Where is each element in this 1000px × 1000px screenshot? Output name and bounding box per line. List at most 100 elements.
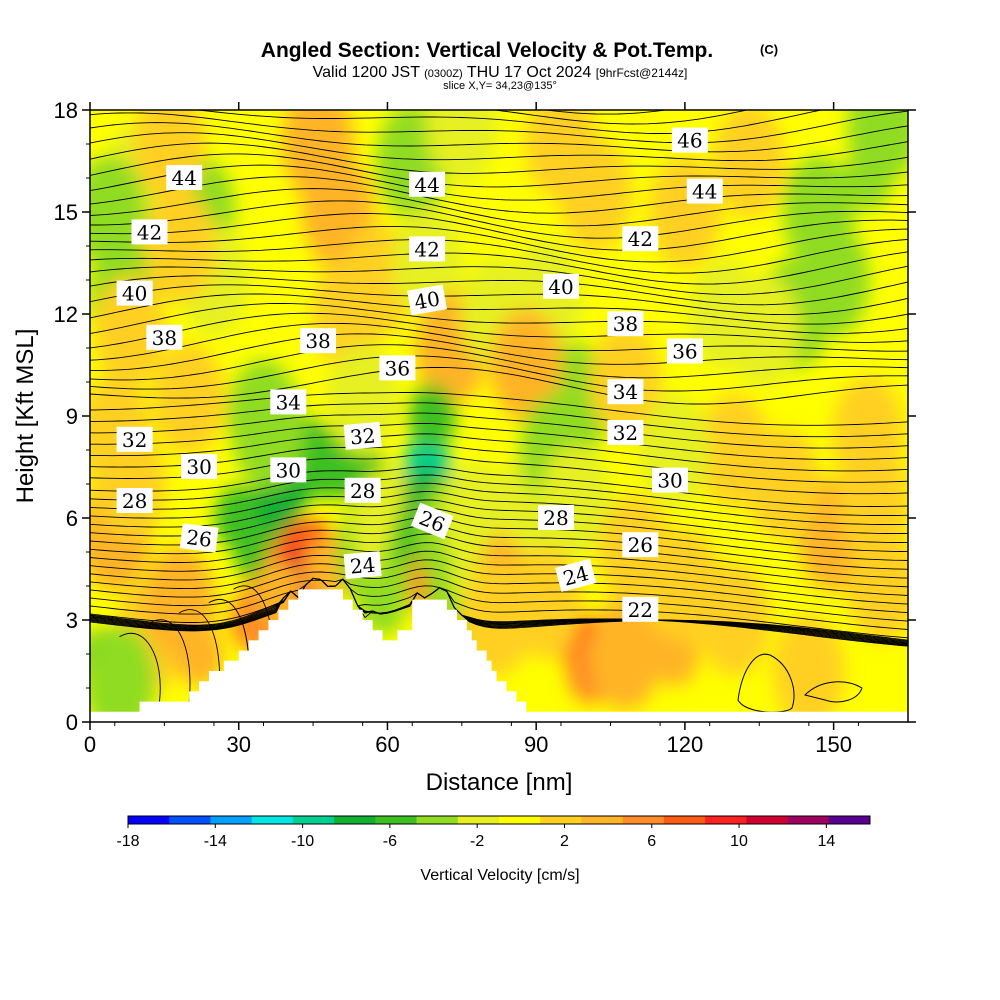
velocity-cell [797, 224, 870, 336]
contour-label-text: 40 [548, 275, 573, 299]
isentrope-line [90, 176, 908, 214]
isentrope-line [90, 577, 908, 643]
isentrope-line [90, 322, 908, 361]
contour-label-text: 40 [122, 282, 147, 306]
velocity-cell [282, 110, 355, 200]
contour-label-text: 22 [628, 598, 653, 622]
colorbar-swatch [457, 816, 500, 824]
isentrope-line [90, 265, 908, 296]
contour-label: 42 [409, 236, 446, 262]
isentrope-line [90, 533, 908, 579]
velocity-cell [175, 622, 224, 686]
contour-label-text: 32 [122, 428, 147, 452]
isentrope-line [90, 559, 908, 605]
isentrope-line [90, 466, 908, 507]
colorbar-label: Vertical Velocity [cm/s] [420, 867, 579, 884]
contour-label-text: 42 [414, 237, 439, 261]
contour-label: 36 [666, 338, 703, 364]
colorbar-swatch [499, 816, 541, 824]
isentrope-line [90, 238, 908, 274]
contour-label-text: 44 [171, 166, 196, 190]
contour-label: 26 [622, 532, 659, 558]
velocity-cell [688, 258, 761, 370]
isentrope-line [90, 576, 908, 622]
velocity-cell [143, 190, 216, 302]
contour-label-text: 26 [185, 525, 213, 552]
isentrope-line [90, 491, 908, 534]
y-tick-label: 15 [54, 200, 78, 225]
contour-label-text: 36 [385, 356, 410, 380]
colorbar-swatch [416, 816, 459, 824]
contour-label: 46 [671, 127, 708, 153]
colorbar-tick-label: -6 [383, 833, 397, 850]
contour-label: 22 [622, 596, 659, 622]
contour-label: 28 [344, 477, 381, 503]
colorbar-tick-label: 6 [647, 833, 656, 850]
contour-label: 28 [538, 505, 575, 530]
y-tick-label: 12 [54, 302, 78, 327]
x-tick-label: 150 [815, 732, 852, 757]
contour-label-text: 38 [613, 312, 638, 336]
isentrope-line [90, 275, 908, 306]
contour-label: 44 [686, 178, 723, 204]
surface-contour [149, 619, 191, 702]
y-tick-label: 3 [66, 608, 78, 633]
contour-label-text: 46 [677, 129, 702, 153]
closed-contour-2 [804, 681, 863, 703]
isentrope-line [90, 284, 908, 316]
x-tick-label: 0 [84, 732, 96, 757]
contour-label: 40 [116, 280, 153, 306]
velocity-cell [847, 530, 908, 642]
contour-label: 38 [607, 311, 644, 337]
contour-label: 28 [116, 488, 153, 513]
y-tick-label: 9 [66, 404, 78, 429]
contour-label-text: 24 [349, 553, 376, 579]
contour-label: 42 [131, 219, 168, 245]
colorbar-tick-label: -18 [116, 833, 139, 850]
header: Angled Section: Vertical Velocity & Pot.… [261, 39, 778, 92]
colorbar-swatch [251, 816, 294, 824]
isentrope-line [90, 122, 908, 153]
contour-label-text: 34 [276, 390, 301, 414]
contour-label-text: 36 [672, 339, 697, 363]
colorbar-swatch [828, 816, 871, 824]
colorbar-tick-label: -14 [204, 833, 227, 850]
contour-label: 36 [379, 355, 416, 381]
contour-label-text: 30 [657, 469, 682, 493]
colorbar-tick-label: 2 [560, 833, 569, 850]
isentrope-line [90, 474, 908, 516]
velocity-cell [559, 139, 632, 251]
contour-label: 40 [407, 284, 447, 316]
velocity-cell [698, 564, 771, 676]
contour-label: 26 [179, 523, 219, 553]
y-tick-label: 0 [66, 710, 78, 735]
velocity-cell [90, 625, 156, 722]
contour-label-text: 26 [628, 533, 653, 557]
contour-label: 44 [409, 171, 446, 197]
colorbar-swatch [663, 816, 706, 824]
contour-label-text: 44 [692, 180, 717, 204]
contour-label: 30 [181, 454, 218, 479]
colorbar-swatch [581, 816, 623, 824]
x-tick-label: 120 [667, 732, 704, 757]
isentrope-line [90, 344, 908, 381]
isentrope-line [90, 577, 908, 641]
velocity-cell [772, 615, 845, 722]
isentrope-line [90, 550, 908, 596]
isentrope-line [90, 367, 908, 405]
velocity-cell [589, 598, 662, 710]
contour-label: 44 [166, 165, 203, 190]
contour-label-text: 32 [349, 423, 376, 449]
colorbar-swatch [375, 816, 417, 824]
contour-label-text: 34 [613, 380, 638, 404]
velocity-cell [832, 377, 905, 489]
potential-temperature-contours [90, 110, 908, 702]
x-axis-label: Distance [nm] [426, 769, 573, 796]
y-tick-label: 6 [66, 506, 78, 531]
y-tick-label: 18 [54, 98, 78, 123]
chart-title: Angled Section: Vertical Velocity & Pot.… [261, 39, 713, 62]
isentrope-line [90, 577, 908, 646]
velocity-cell [227, 360, 300, 472]
contour-label: 32 [116, 426, 153, 452]
contour-label: 32 [607, 420, 644, 445]
